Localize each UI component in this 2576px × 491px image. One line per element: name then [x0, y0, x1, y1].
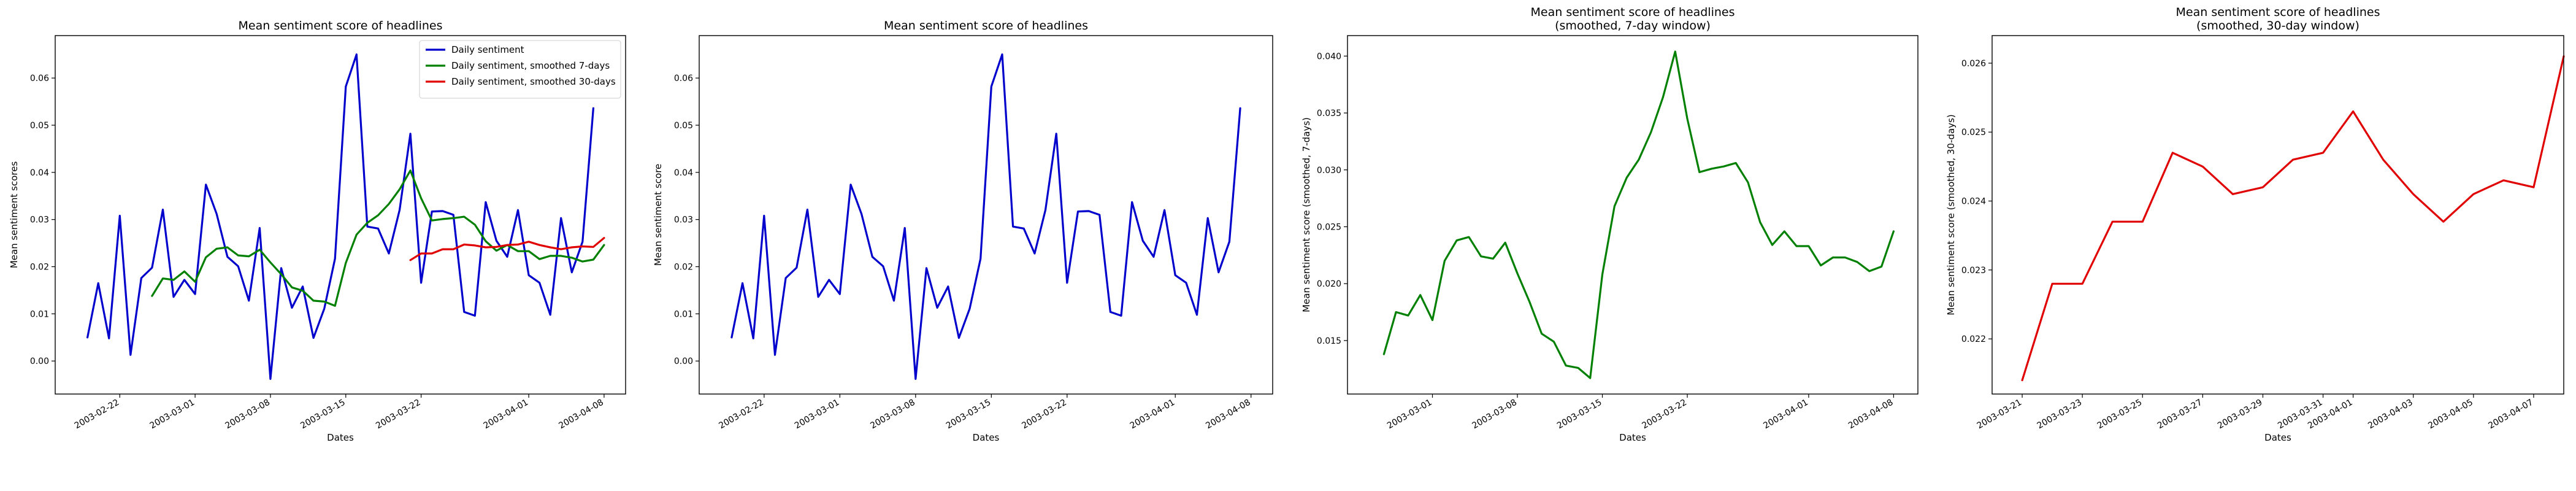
chart-title: (smoothed, 30-day window) — [2196, 19, 2359, 33]
y-tick-label: 0.02 — [30, 263, 49, 273]
x-tick-label: 2003-03-01 — [793, 398, 841, 431]
x-tick-label: 2003-03-08 — [1471, 398, 1519, 431]
series-line-1 — [730, 53, 1241, 381]
y-axis-label: Mean sentiment scores — [9, 161, 20, 269]
legend-entry: Daily sentiment, smoothed 7-days — [451, 60, 610, 71]
x-tick-label: 2003-04-01 — [1761, 398, 1809, 431]
chart-title: Mean sentiment score of headlines — [884, 19, 1088, 33]
x-tick-label: 2003-03-21 — [1976, 398, 2023, 431]
y-tick-label: 0.00 — [30, 357, 49, 366]
series-line-2 — [151, 169, 605, 307]
y-tick-label: 0.05 — [30, 121, 49, 131]
y-tick-label: 0.035 — [1317, 109, 1341, 118]
x-tick-label: 2003-03-29 — [2216, 398, 2264, 431]
series-line-1 — [2021, 55, 2565, 382]
x-tick-label: 2003-03-27 — [2156, 398, 2204, 431]
series-line-1 — [86, 53, 595, 381]
x-tick-label: 2003-03-08 — [868, 398, 916, 431]
y-tick-label: 0.06 — [30, 74, 49, 83]
legend-box — [419, 40, 621, 99]
x-tick-label: 2003-03-22 — [1641, 398, 1689, 431]
plot-frame — [1347, 35, 1919, 395]
x-tick-label: 2003-04-08 — [1847, 398, 1895, 431]
chart-title: (smoothed, 7-day window) — [1555, 19, 1711, 33]
x-axis-label: Dates — [973, 432, 1000, 443]
chart-title: Mean sentiment score of headlines — [1531, 6, 1735, 19]
x-tick-label: 2003-04-07 — [2486, 398, 2534, 431]
chart-title: Mean sentiment score of headlines — [239, 19, 443, 33]
chart-panel-1: Mean sentiment score of headlines 0.00 0.0… — [9, 19, 626, 443]
chart-title: Mean sentiment score of headlines — [2176, 6, 2380, 19]
y-tick-label: 0.00 — [674, 357, 693, 366]
chart-panel-4: Mean sentiment score of headlines(smooth… — [1945, 6, 2565, 443]
y-tick-label: 0.040 — [1317, 52, 1341, 61]
x-tick-label: 2003-04-03 — [2366, 398, 2414, 431]
x-tick-label: 2003-03-15 — [1555, 398, 1603, 431]
legend: Daily sentiment Daily sentiment, smoothed… — [419, 40, 621, 99]
plot-frame — [1991, 35, 2564, 395]
y-tick-label: 0.015 — [1317, 336, 1341, 346]
x-tick-label: 2003-03-08 — [223, 398, 271, 431]
x-tick-label: 2003-03-15 — [945, 398, 992, 431]
y-tick-label: 0.026 — [1961, 59, 1986, 69]
y-axis-label: Mean sentiment score (smoothed, 7-days) — [1301, 117, 1312, 312]
x-tick-label: 2003-03-01 — [148, 398, 196, 431]
y-axis-label: Mean sentiment score — [653, 164, 664, 266]
y-tick-label: 0.022 — [1961, 334, 1986, 344]
x-tick-label: 2003-03-25 — [2096, 398, 2144, 431]
x-tick-label: 2003-04-08 — [1204, 398, 1252, 431]
y-tick-label: 0.04 — [674, 168, 693, 178]
y-tick-label: 0.03 — [30, 215, 49, 225]
x-tick-label: 2003-03-15 — [299, 398, 347, 431]
y-tick-label: 0.02 — [674, 263, 693, 273]
legend-entry: Daily sentiment — [451, 44, 524, 55]
y-tick-label: 0.05 — [674, 121, 693, 131]
x-tick-label: 2003-03-22 — [1020, 398, 1068, 431]
y-tick-label: 0.024 — [1961, 197, 1986, 207]
y-tick-label: 0.03 — [674, 215, 693, 225]
y-axis-label: Mean sentiment score (smoothed, 30-days) — [1945, 114, 1957, 315]
plot-frame — [55, 35, 626, 395]
plot-frame — [699, 35, 1273, 395]
chart-panel-3: Mean sentiment score of headlines(smooth… — [1301, 6, 1919, 443]
series-line-3 — [409, 237, 605, 261]
y-tick-label: 0.030 — [1317, 166, 1341, 176]
x-axis-label: Dates — [327, 432, 354, 443]
x-tick-label: 2003-04-01 — [1129, 398, 1176, 431]
y-tick-label: 0.025 — [1317, 222, 1341, 232]
y-tick-label: 0.025 — [1961, 128, 1986, 137]
y-tick-label: 0.01 — [30, 309, 49, 319]
x-tick-label: 2003-04-05 — [2426, 398, 2474, 431]
legend-entry: Daily sentiment, smoothed 30-days — [451, 76, 616, 87]
x-tick-label: 2003-03-22 — [374, 398, 422, 431]
chart-panel-2: Mean sentiment score of headlines 0.00 0.0… — [653, 19, 1273, 443]
y-tick-label: 0.023 — [1961, 266, 1986, 276]
x-tick-label: 2003-02-22 — [717, 398, 765, 431]
x-axis-label: Dates — [2264, 432, 2291, 443]
x-tick-label: 2003-03-01 — [1386, 398, 1433, 431]
x-tick-label: 2003-04-01 — [482, 398, 530, 431]
x-tick-label: 2003-04-08 — [557, 398, 605, 431]
x-tick-label: 2003-03-23 — [2036, 398, 2083, 431]
x-axis-label: Dates — [1619, 432, 1646, 443]
y-tick-label: 0.04 — [30, 168, 49, 178]
x-tick-label: 2003-02-22 — [73, 398, 121, 431]
series-line-1 — [1382, 50, 1895, 379]
y-tick-label: 0.06 — [674, 74, 693, 83]
y-tick-label: 0.01 — [674, 309, 693, 319]
y-tick-label: 0.020 — [1317, 279, 1341, 289]
